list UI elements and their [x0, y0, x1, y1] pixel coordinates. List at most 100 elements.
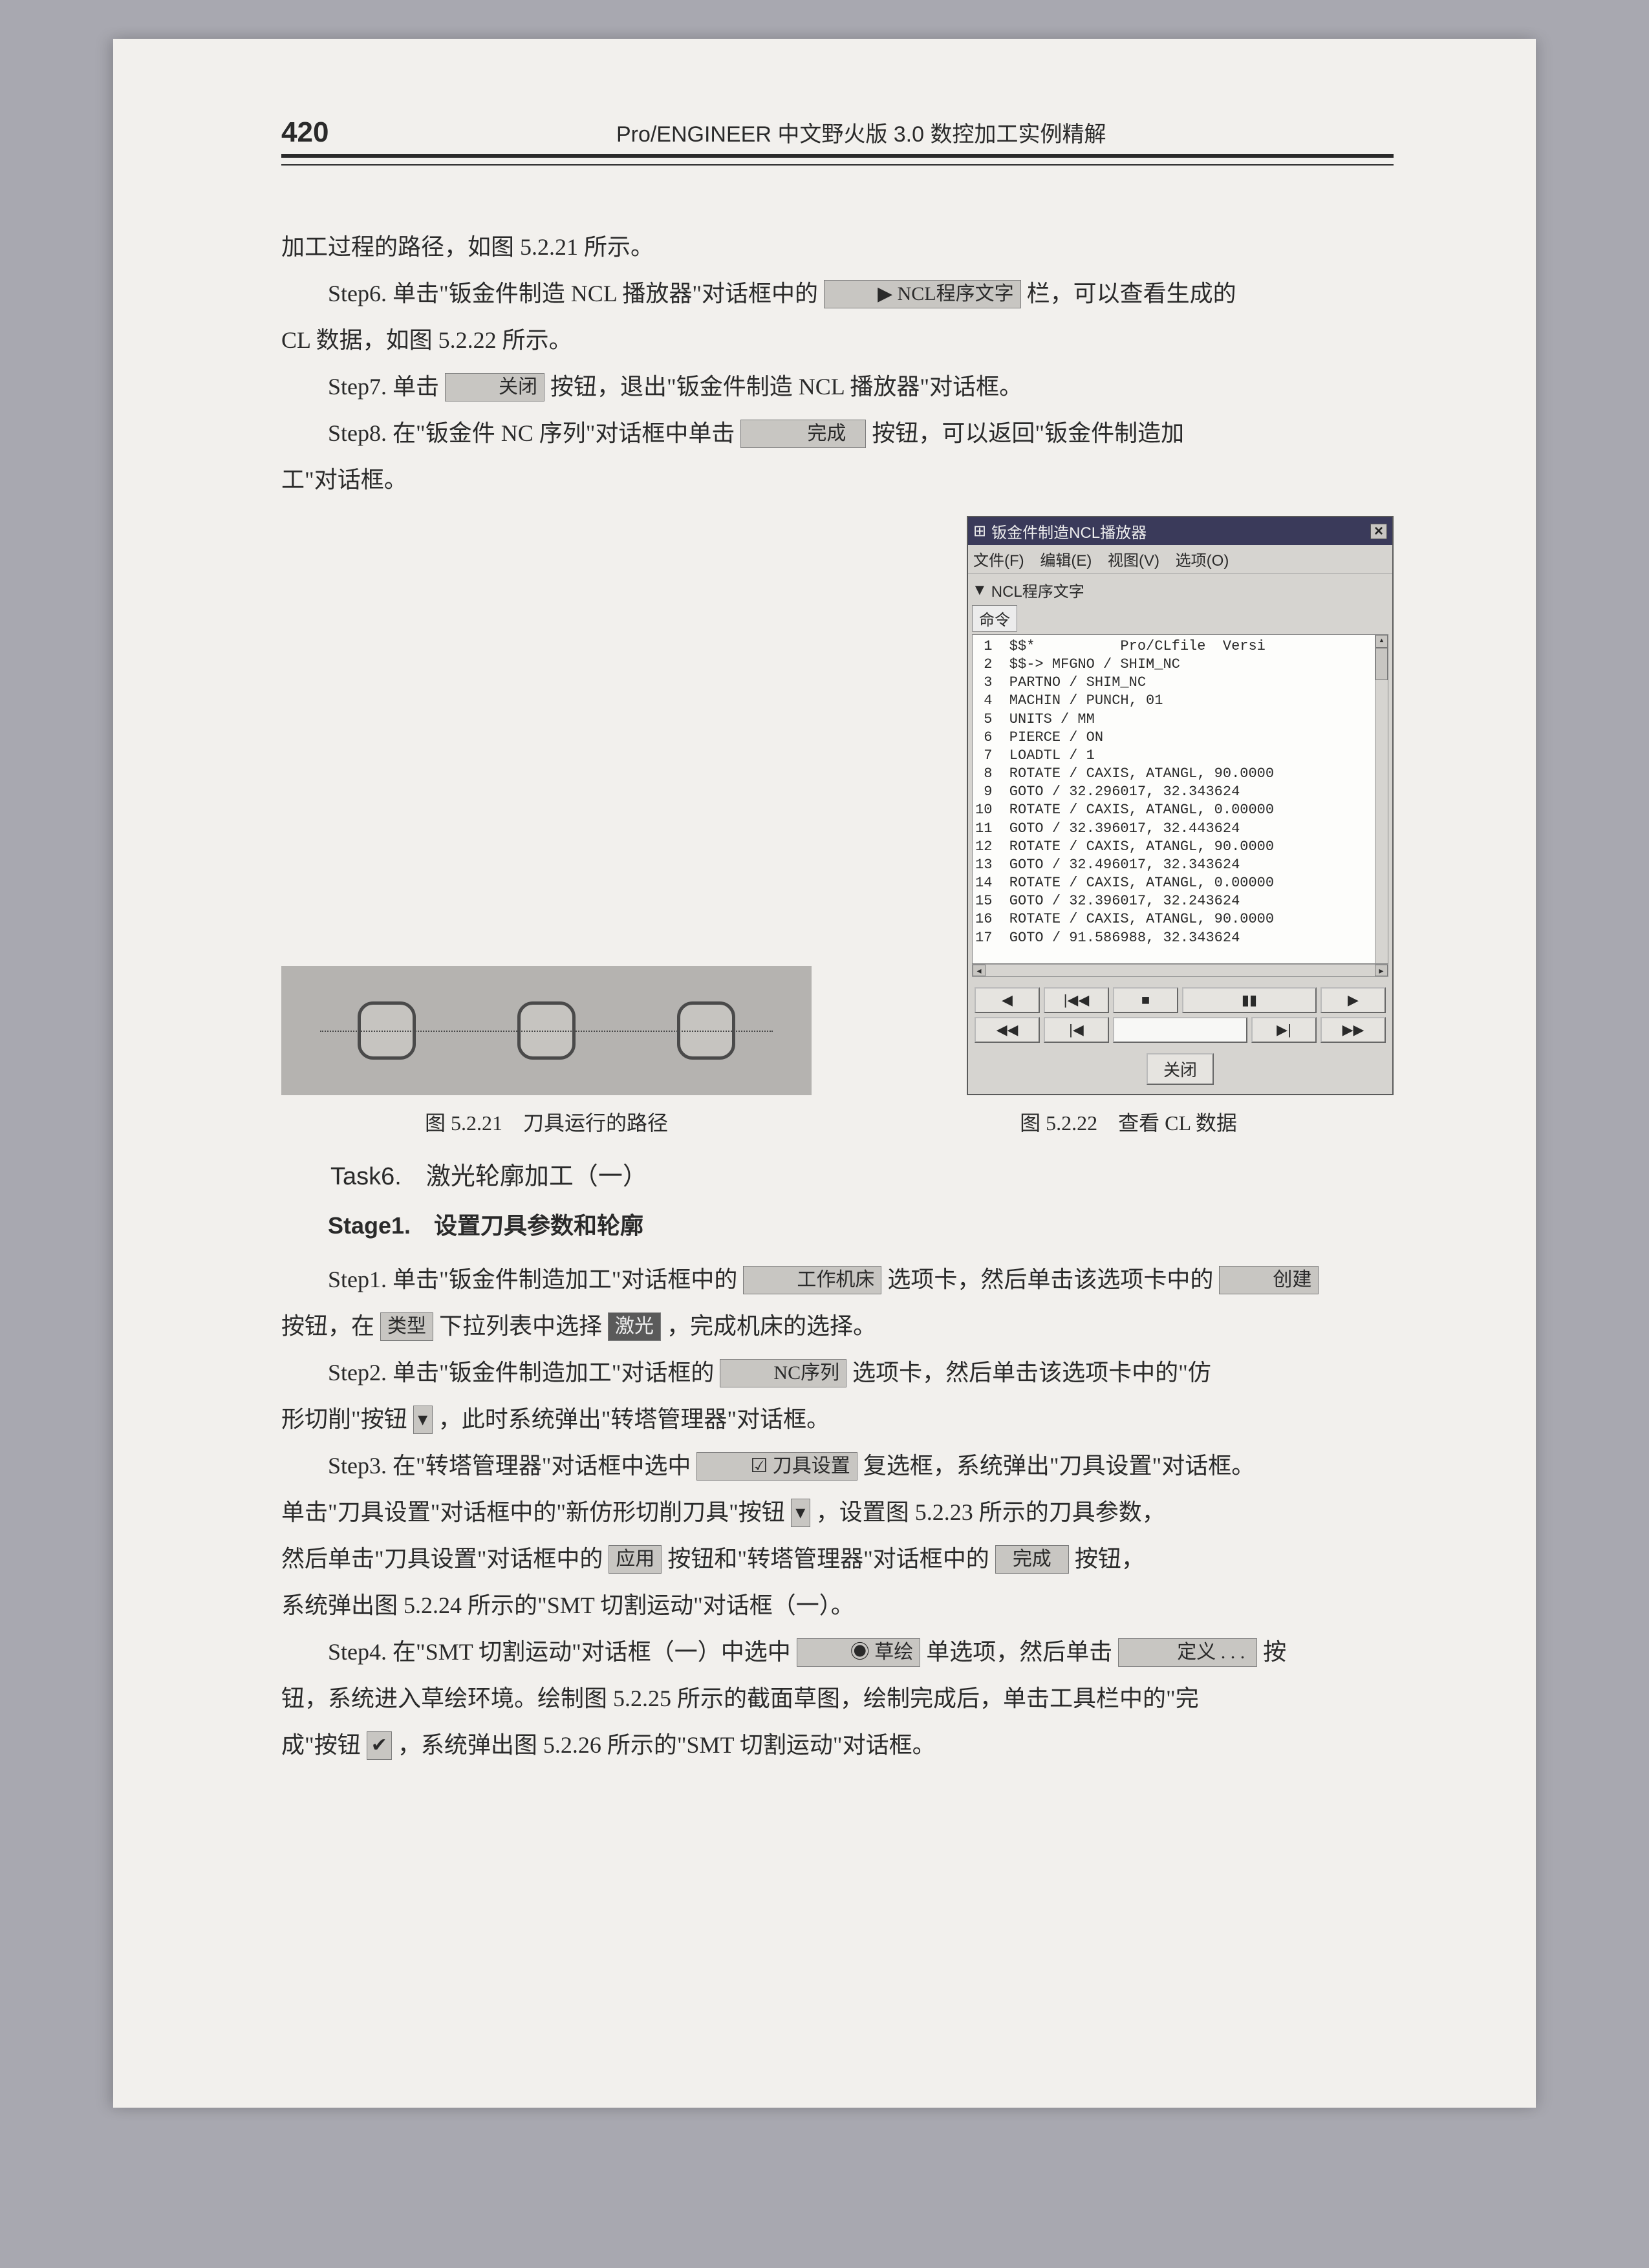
figure-caption-right: 图 5.2.22 查看 CL 数据	[863, 1107, 1394, 1137]
s3-b: 复选框，系统弹出"刀具设置"对话框。	[863, 1453, 1255, 1479]
window-title: 钣金件制造NCL播放器	[991, 520, 1147, 542]
ncl-titlebar: ⊞ 钣金件制造NCL播放器 ×	[968, 517, 1392, 545]
ncl-playback-controls: ◀ |◀◀ ■ ▮▮ ▶ ◀◀ |◀ ▶| ▶▶	[968, 981, 1392, 1049]
triangle-down-icon: ▼	[972, 581, 987, 599]
s1-c: 按钮，在	[281, 1313, 374, 1339]
step6-line1: Step6. 单击"钣金件制造 NCL 播放器"对话框中的 ▶ NCL程序文字 …	[281, 270, 1394, 317]
apply-button-chip[interactable]: 应用	[609, 1545, 662, 1574]
step6-text-b: 栏，可以查看生成的	[1027, 281, 1236, 306]
step-back-button[interactable]: |◀	[1044, 1017, 1109, 1043]
s4-a: Step4. 在"SMT 切割运动"对话框（一）中选中	[328, 1639, 791, 1665]
app-icon: ⊞	[973, 522, 986, 540]
ncl-section-header[interactable]: ▼ NCL程序文字	[972, 577, 1388, 603]
s4-e: 成"按钮	[281, 1732, 361, 1758]
step8-line1: Step8. 在"钣金件 NC 序列"对话框中单击 完成 按钮，可以返回"钣金件…	[281, 410, 1394, 456]
rewind-button[interactable]: |◀◀	[1044, 987, 1109, 1013]
page: 420 Pro/ENGINEER 中文野火版 3.0 数控加工实例精解 加工过程…	[113, 39, 1536, 2108]
type-dropdown-chip[interactable]: 类型	[380, 1312, 433, 1341]
s3-c: 单击"刀具设置"对话框中的"新仿形切削刀具"按钮	[281, 1499, 785, 1525]
done-button-chip[interactable]: 完成	[995, 1545, 1069, 1574]
stop-button[interactable]: ■	[1113, 987, 1178, 1013]
scroll-left-icon[interactable]: ◂	[973, 965, 986, 976]
figure-5-2-21: 图 5.2.21 刀具运行的路径	[281, 604, 812, 1137]
laser-option-chip[interactable]: 激光	[608, 1312, 661, 1341]
toolsetup-checkbox-chip[interactable]: ☑ 刀具设置	[696, 1452, 857, 1481]
step1-line1: Step1. 单击"钣金件制造加工"对话框中的 工作机床 选项卡，然后单击该选项…	[281, 1256, 1394, 1303]
s3-d: ，设置图 5.2.23 所示的刀具参数，	[816, 1499, 1165, 1525]
body-text-2: Step1. 单击"钣金件制造加工"对话框中的 工作机床 选项卡，然后单击该选项…	[281, 1256, 1394, 1768]
stage1-heading: Stage1. 设置刀具参数和轮廓	[328, 1207, 1394, 1241]
step-fwd-button[interactable]: ▶|	[1251, 1017, 1317, 1043]
dropdown-icon[interactable]: ▾	[791, 1499, 810, 1527]
check-icon[interactable]: ✔	[367, 1731, 392, 1760]
header-rule	[281, 164, 1394, 166]
ncl-listing-text: 1 $$* Pro/CLfile Versi 2 $$-> MFGNO / SH…	[975, 638, 1274, 946]
ncl-code-listing[interactable]: 1 $$* Pro/CLfile Versi 2 $$-> MFGNO / SH…	[972, 634, 1388, 964]
figure-caption-left: 图 5.2.21 刀具运行的路径	[281, 1107, 812, 1137]
menu-view[interactable]: 视图(V)	[1108, 552, 1159, 570]
close-button[interactable]: 关闭	[1147, 1053, 1214, 1085]
ncseq-tab-chip[interactable]: NC序列	[720, 1359, 846, 1387]
pause-button[interactable]: ▮▮	[1182, 987, 1317, 1013]
ncl-close-row: 关闭	[968, 1049, 1392, 1094]
step2-line2: 形切削"按钮 ▾ ，此时系统弹出"转塔管理器"对话框。	[281, 1396, 1394, 1442]
menu-edit[interactable]: 编辑(E)	[1040, 552, 1092, 570]
s4-b: 单选项，然后单击	[926, 1639, 1112, 1665]
s1-d: 下拉列表中选择	[439, 1313, 602, 1339]
s2-d: ，此时系统弹出"转塔管理器"对话框。	[438, 1406, 830, 1432]
page-number: 420	[281, 116, 329, 149]
s3-f: 按钮和"转塔管理器"对话框中的	[667, 1546, 989, 1572]
position-field[interactable]	[1113, 1017, 1247, 1043]
scroll-right-icon[interactable]: ▸	[1375, 965, 1388, 976]
menu-file[interactable]: 文件(F)	[973, 552, 1024, 570]
step3-line2: 单击"刀具设置"对话框中的"新仿形切削刀具"按钮 ▾ ，设置图 5.2.23 所…	[281, 1489, 1394, 1535]
horizontal-scrollbar[interactable]: ◂ ▸	[972, 964, 1388, 977]
close-icon[interactable]: ×	[1370, 524, 1387, 539]
page-header: 420 Pro/ENGINEER 中文野火版 3.0 数控加工实例精解	[281, 116, 1394, 158]
vertical-scrollbar[interactable]: ▴	[1375, 635, 1388, 963]
para-intro: 加工过程的路径，如图 5.2.21 所示。	[281, 224, 1394, 270]
s1-e: ，完成机床的选择。	[667, 1313, 876, 1339]
fast-back-button[interactable]: ◀◀	[975, 1017, 1040, 1043]
s2-a: Step2. 单击"钣金件制造加工"对话框的	[328, 1360, 714, 1385]
step3-line3: 然后单击"刀具设置"对话框中的 应用 按钮和"转塔管理器"对话框中的 完成 按钮…	[281, 1535, 1394, 1582]
goto-start-button[interactable]: ◀	[975, 987, 1040, 1013]
scroll-track[interactable]	[986, 965, 1375, 976]
s1-b: 选项卡，然后单击该选项卡中的	[887, 1267, 1213, 1292]
dropdown-icon[interactable]: ▾	[413, 1406, 433, 1434]
s3-g: 按钮，	[1075, 1546, 1145, 1572]
s2-b: 选项卡，然后单击该选项卡中的"仿	[852, 1360, 1211, 1385]
ncl-text-chip[interactable]: ▶ NCL程序文字	[824, 280, 1021, 308]
s1-a: Step1. 单击"钣金件制造加工"对话框中的	[328, 1267, 737, 1292]
figures-row: 图 5.2.21 刀具运行的路径 ⊞ 钣金件制造NCL播放器 × 文件(F) 编…	[281, 516, 1394, 1137]
toolpath-diagram	[281, 966, 812, 1095]
step2-line1: Step2. 单击"钣金件制造加工"对话框的 NC序列 选项卡，然后单击该选项卡…	[281, 1349, 1394, 1396]
step3-line1: Step3. 在"转塔管理器"对话框中选中 ☑ 刀具设置 复选框，系统弹出"刀具…	[281, 1442, 1394, 1489]
step7-text-b: 按钮，退出"钣金件制造 NCL 播放器"对话框。	[550, 374, 1022, 400]
play-button[interactable]: ▶	[1320, 987, 1386, 1013]
ncl-section: ▼ NCL程序文字 命令 1 $$* Pro/CLfile Versi 2 $$…	[972, 577, 1388, 977]
define-button-chip[interactable]: 定义 . . .	[1118, 1638, 1257, 1667]
ncl-command-field[interactable]: 命令	[972, 605, 1017, 632]
book-title: Pro/ENGINEER 中文野火版 3.0 数控加工实例精解	[329, 116, 1394, 148]
done-chip[interactable]: 完成	[740, 420, 866, 448]
scroll-up-icon[interactable]: ▴	[1375, 635, 1388, 648]
menu-option[interactable]: 选项(O)	[1176, 552, 1229, 570]
step8-text-b: 按钮，可以返回"钣金件制造加	[872, 420, 1184, 446]
step6-line2: CL 数据，如图 5.2.22 所示。	[281, 317, 1394, 363]
toolpath-dashline	[320, 1031, 773, 1032]
figure-5-2-22: ⊞ 钣金件制造NCL播放器 × 文件(F) 编辑(E) 视图(V) 选项(O) …	[863, 516, 1394, 1137]
create-button-chip[interactable]: 创建	[1219, 1266, 1319, 1294]
scroll-thumb[interactable]	[1375, 648, 1388, 680]
fast-fwd-button[interactable]: ▶▶	[1320, 1017, 1386, 1043]
sketch-radio-chip[interactable]: ◉ 草绘	[797, 1638, 921, 1667]
s4-f: ，系统弹出图 5.2.26 所示的"SMT 切割运动"对话框。	[398, 1732, 936, 1758]
step6-text-a: Step6. 单击"钣金件制造 NCL 播放器"对话框中的	[328, 281, 818, 306]
close-chip[interactable]: 关闭	[445, 373, 544, 401]
step4-line1: Step4. 在"SMT 切割运动"对话框（一）中选中 ◉ 草绘 单选项，然后单…	[281, 1629, 1394, 1675]
step4-line2: 钮，系统进入草绘环境。绘制图 5.2.25 所示的截面草图，绘制完成后，单击工具…	[281, 1675, 1394, 1722]
step1-line2: 按钮，在 类型 下拉列表中选择 激光 ，完成机床的选择。	[281, 1303, 1394, 1349]
workcell-tab-chip[interactable]: 工作机床	[743, 1266, 881, 1294]
body-text: 加工过程的路径，如图 5.2.21 所示。 Step6. 单击"钣金件制造 NC…	[281, 224, 1394, 503]
step8-text-a: Step8. 在"钣金件 NC 序列"对话框中单击	[328, 420, 735, 446]
